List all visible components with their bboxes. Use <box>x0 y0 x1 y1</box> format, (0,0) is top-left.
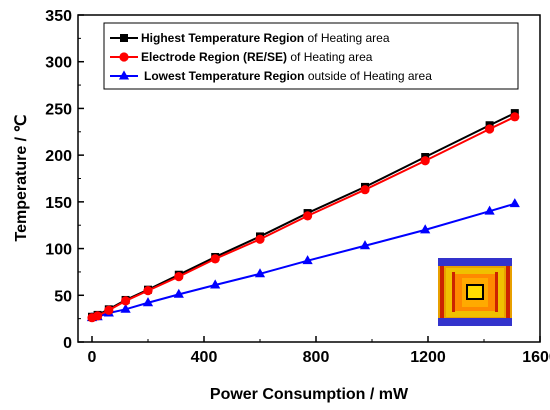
series-1-point-11 <box>485 124 495 134</box>
y-tick-label-4: 200 <box>45 148 72 165</box>
series-2-point-9 <box>359 240 371 250</box>
series-2-point-4 <box>142 297 154 307</box>
legend-marker-1 <box>119 52 129 62</box>
legend-marker-0 <box>120 34 128 42</box>
y-tick-label-0: 0 <box>63 335 72 352</box>
y-axis-title: Temperature / ℃ <box>13 114 30 241</box>
x-tick-label-0: 0 <box>88 349 97 366</box>
y-tick-label-2: 100 <box>45 242 72 259</box>
series-1-point-8 <box>303 211 313 221</box>
series-1-point-3 <box>121 296 131 306</box>
legend-label-2: Lowest Temperature Region outside of Hea… <box>144 69 432 83</box>
series-2-point-5 <box>173 288 184 298</box>
legend-label-0: Highest Temperature Region of Heating ar… <box>141 31 390 45</box>
legend: Highest Temperature Region of Heating ar… <box>103 22 519 90</box>
series-1-point-10 <box>420 156 430 166</box>
series-1-point-6 <box>210 254 220 264</box>
series-2-point-12 <box>509 198 520 208</box>
series-1 <box>87 112 520 323</box>
series-2-point-8 <box>302 255 313 265</box>
series-1-point-2 <box>104 305 114 315</box>
plot-frame <box>77 14 541 343</box>
series-2-point-3 <box>120 303 131 313</box>
series-2-point-11 <box>484 205 495 215</box>
x-axis-title: Power Consumption / mW <box>210 386 409 403</box>
series-1-point-1 <box>93 311 103 321</box>
series-layer <box>86 109 520 323</box>
series-1-point-4 <box>143 286 153 296</box>
y-tick-label-7: 350 <box>45 8 72 25</box>
y-tick-label-6: 300 <box>45 55 72 72</box>
legend-label-1: Electrode Region (RE/SE) of Heating area <box>141 50 373 64</box>
heating-area-inset-image <box>438 258 512 326</box>
series-1-point-9 <box>360 185 370 195</box>
legend-marker-2 <box>118 70 130 80</box>
series-1-point-7 <box>255 234 265 244</box>
series-1-point-12 <box>510 112 520 122</box>
legend-item-1: Electrode Region (RE/SE) of Heating area <box>110 50 373 64</box>
legend-item-0: Highest Temperature Region of Heating ar… <box>110 31 390 45</box>
x-tick-label-2: 800 <box>303 349 330 366</box>
series-2-point-7 <box>254 268 266 278</box>
series-2-point-6 <box>210 279 221 289</box>
y-tick-label-5: 250 <box>45 101 72 118</box>
y-tick-label-3: 150 <box>45 195 72 212</box>
series-1-point-5 <box>174 272 184 282</box>
x-tick-label-3: 1200 <box>410 349 446 366</box>
x-tick-label-1: 400 <box>191 349 218 366</box>
legend-box <box>103 22 519 90</box>
y-tick-label-1: 50 <box>54 288 72 305</box>
legend-item-2: Lowest Temperature Region outside of Hea… <box>110 69 432 83</box>
series-2-point-10 <box>420 224 431 234</box>
